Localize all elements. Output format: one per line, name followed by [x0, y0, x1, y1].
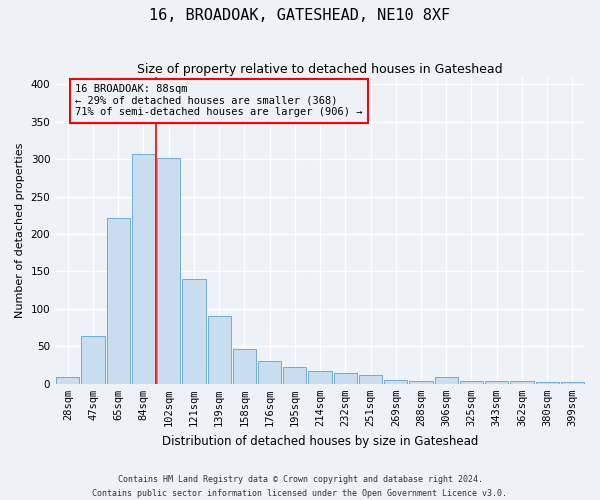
Bar: [536, 382, 559, 384]
Bar: [561, 382, 584, 384]
Title: Size of property relative to detached houses in Gateshead: Size of property relative to detached ho…: [137, 62, 503, 76]
Bar: [132, 154, 155, 384]
Text: Contains HM Land Registry data © Crown copyright and database right 2024.
Contai: Contains HM Land Registry data © Crown c…: [92, 476, 508, 498]
Bar: [308, 371, 332, 384]
Bar: [359, 375, 382, 384]
Bar: [384, 380, 407, 384]
Bar: [157, 158, 181, 384]
Bar: [334, 372, 357, 384]
Bar: [485, 381, 508, 384]
Bar: [107, 218, 130, 384]
Bar: [460, 381, 483, 384]
Bar: [182, 279, 206, 384]
Text: 16 BROADOAK: 88sqm
← 29% of detached houses are smaller (368)
71% of semi-detach: 16 BROADOAK: 88sqm ← 29% of detached hou…: [76, 84, 363, 117]
Bar: [208, 316, 231, 384]
Y-axis label: Number of detached properties: Number of detached properties: [15, 142, 25, 318]
Bar: [409, 381, 433, 384]
Bar: [511, 381, 533, 384]
Bar: [56, 377, 79, 384]
X-axis label: Distribution of detached houses by size in Gateshead: Distribution of detached houses by size …: [162, 434, 478, 448]
Bar: [258, 360, 281, 384]
Bar: [233, 350, 256, 384]
Text: 16, BROADOAK, GATESHEAD, NE10 8XF: 16, BROADOAK, GATESHEAD, NE10 8XF: [149, 8, 451, 22]
Bar: [434, 377, 458, 384]
Bar: [283, 366, 307, 384]
Bar: [82, 336, 104, 384]
